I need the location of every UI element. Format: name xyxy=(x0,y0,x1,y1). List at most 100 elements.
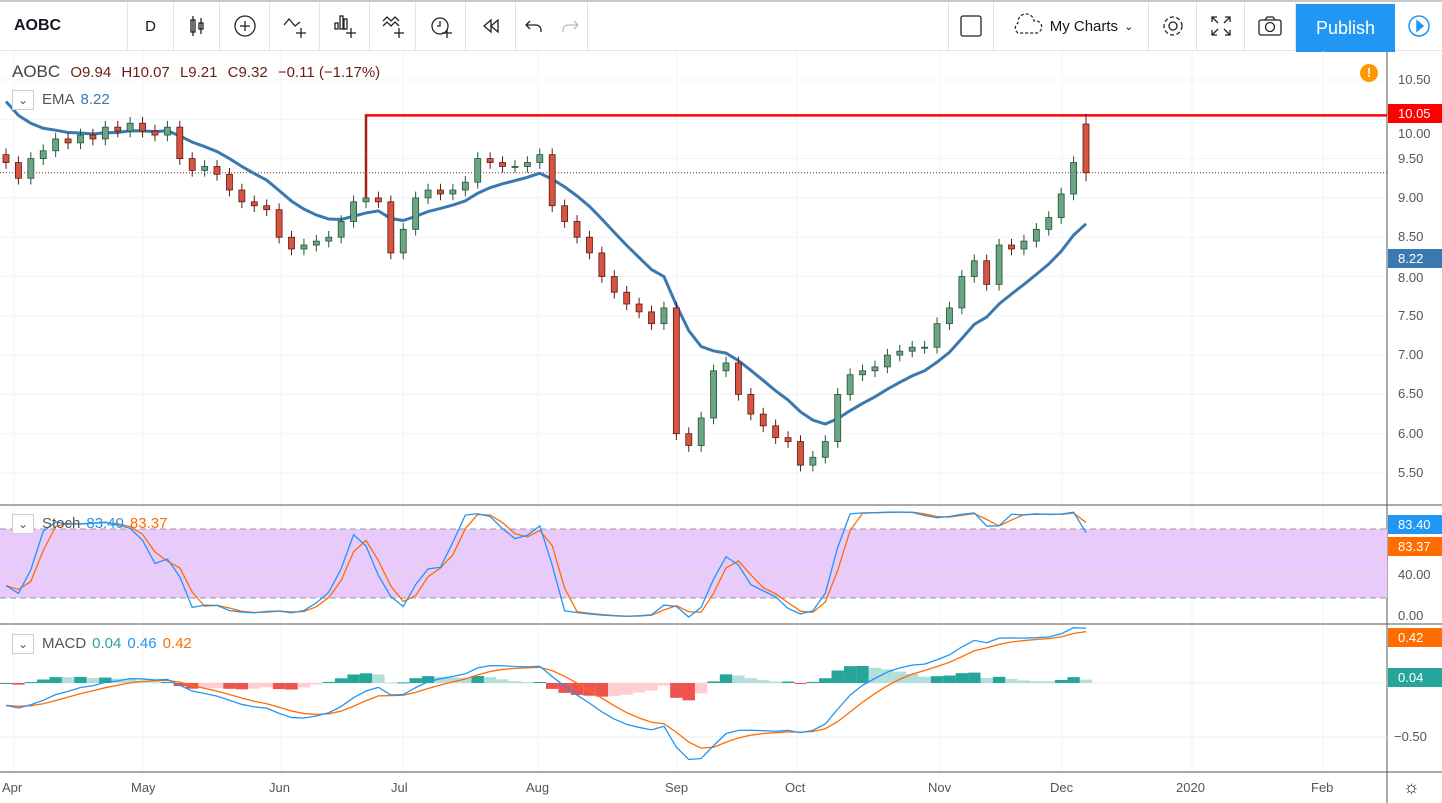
candle-body xyxy=(970,260,978,277)
price-axis-label: 10.00 xyxy=(1398,126,1431,141)
candle-body xyxy=(859,370,866,376)
candle-body xyxy=(176,126,184,160)
candle-body xyxy=(759,413,767,427)
candle-body xyxy=(871,366,879,372)
chevron-down-icon[interactable]: ⌄ xyxy=(12,514,34,534)
candle-body xyxy=(635,303,643,313)
macd-histogram-bar xyxy=(992,676,1006,683)
macd-histogram-bar xyxy=(421,676,435,683)
macd-histogram-bar xyxy=(1042,681,1055,683)
my-charts-button[interactable]: My Charts ⌄ xyxy=(995,2,1149,50)
candle-body xyxy=(114,126,122,132)
candle-body xyxy=(772,425,780,439)
legend-low: L9.21 xyxy=(179,64,218,81)
macd-histogram-bar xyxy=(794,683,807,684)
layout-square-icon[interactable] xyxy=(948,2,994,50)
macd-line-value: 0.46 xyxy=(127,634,157,652)
macd-line xyxy=(5,627,1087,761)
macd-histogram-bar xyxy=(334,678,348,683)
candle-body xyxy=(797,441,804,466)
macd-histogram-bar xyxy=(744,678,758,683)
candle-body xyxy=(27,158,35,179)
templates-icon[interactable] xyxy=(370,2,416,50)
indicators-icon[interactable] xyxy=(270,2,320,50)
interval-button[interactable]: D xyxy=(128,2,174,50)
stoch-d-value: 83.37 xyxy=(129,514,168,532)
time-axis-label: Jun xyxy=(269,780,290,795)
candle-body xyxy=(722,362,730,372)
macd-histogram-bar xyxy=(446,677,460,683)
macd-axis-label: −0.50 xyxy=(1394,729,1427,744)
macd-histogram-bar xyxy=(831,670,844,683)
candle-body xyxy=(896,350,904,356)
time-axis-label: Aug xyxy=(526,780,550,795)
legend-change: −0.11 (−1.17%) xyxy=(277,64,381,81)
chart-canvas[interactable] xyxy=(0,51,1442,803)
candles-icon[interactable] xyxy=(174,2,220,50)
macd-histogram-bar xyxy=(943,675,956,683)
candle-body xyxy=(610,276,618,293)
stoch-k-line xyxy=(5,511,1087,618)
macd-signal-price-label: 0.42 xyxy=(1388,628,1442,647)
financials-icon[interactable] xyxy=(320,2,370,50)
macd-histogram-bar xyxy=(223,683,236,689)
macd-histogram-bar xyxy=(1030,681,1043,683)
macd-histogram-bar xyxy=(620,683,633,695)
replay-icon[interactable] xyxy=(466,2,516,50)
warning-icon[interactable]: ! xyxy=(1360,64,1378,82)
redo-icon[interactable] xyxy=(552,2,588,50)
macd-histogram-bar xyxy=(719,674,733,683)
time-axis-label: Oct xyxy=(785,780,806,795)
macd-histogram-bar xyxy=(12,683,25,685)
time-axis-label: Nov xyxy=(928,780,952,795)
price-axis-label: 8.50 xyxy=(1398,229,1424,245)
price-axis-label: 8.00 xyxy=(1398,270,1424,285)
undo-icon[interactable] xyxy=(516,2,552,50)
candle-body xyxy=(474,158,482,183)
macd-histogram-bar xyxy=(260,683,273,688)
stoch-d-price-label: 83.37 xyxy=(1388,537,1442,556)
macd-histogram-bar xyxy=(372,674,385,683)
symbol-search[interactable]: AOBC xyxy=(0,2,128,50)
candle-body xyxy=(89,134,97,140)
candle-body xyxy=(151,130,159,136)
stoch-band xyxy=(0,529,1387,598)
time-axis-label: Dec xyxy=(1050,780,1074,795)
chevron-down-icon[interactable]: ⌄ xyxy=(12,90,34,110)
price-axis-label: 5.50 xyxy=(1398,465,1424,480)
macd-histogram-bar xyxy=(37,679,50,683)
candle-body xyxy=(288,236,295,250)
play-icon[interactable] xyxy=(1396,2,1442,50)
add-compare-icon[interactable] xyxy=(220,2,270,50)
alert-icon[interactable] xyxy=(416,2,466,50)
candle-body xyxy=(511,166,519,168)
chevron-down-icon[interactable]: ⌄ xyxy=(12,634,34,654)
ema-legend: ⌄ EMA 8.22 xyxy=(12,90,110,110)
candle-body xyxy=(39,150,47,159)
axis-settings-icon[interactable]: ☼ xyxy=(1403,777,1420,797)
publish-button[interactable]: Publish xyxy=(1296,4,1395,52)
macd-histogram-bar xyxy=(49,677,62,683)
candle-body xyxy=(1057,193,1065,218)
macd-histogram-bar xyxy=(310,683,323,685)
macd-histogram-bar xyxy=(856,666,869,683)
settings-icon[interactable] xyxy=(1149,2,1197,50)
macd-histogram-bar xyxy=(980,677,993,683)
candle-body xyxy=(2,154,10,163)
camera-icon[interactable] xyxy=(1245,2,1296,50)
stoch-label: Stoch xyxy=(42,514,81,532)
macd-histogram-bar xyxy=(930,676,944,683)
candle-body xyxy=(188,158,196,171)
candle-body xyxy=(213,166,221,175)
fullscreen-icon[interactable] xyxy=(1197,2,1245,50)
candle-body xyxy=(300,244,308,250)
candle-body xyxy=(362,197,370,203)
price-axis-label: 7.50 xyxy=(1398,307,1424,323)
macd-histogram-bar xyxy=(645,683,658,691)
price-axis-label: 10.50 xyxy=(1398,72,1431,87)
candle-body xyxy=(834,393,842,442)
candle-body xyxy=(387,201,395,254)
candle-body xyxy=(908,346,916,352)
macd-histogram-bar xyxy=(272,683,286,690)
candle-body xyxy=(77,134,84,144)
